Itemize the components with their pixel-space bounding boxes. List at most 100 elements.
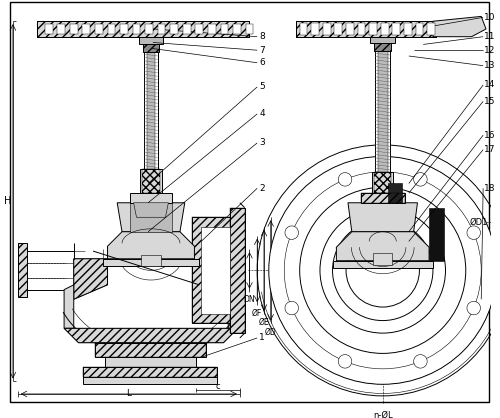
Polygon shape	[64, 285, 74, 328]
Text: 15: 15	[484, 97, 496, 106]
Polygon shape	[117, 203, 185, 232]
Circle shape	[467, 301, 480, 315]
Bar	[170, 24, 178, 34]
Bar	[360, 193, 405, 203]
Bar	[388, 184, 402, 203]
Bar	[346, 23, 354, 35]
Text: 7: 7	[259, 46, 265, 55]
Text: 2: 2	[259, 184, 265, 193]
Bar	[334, 23, 342, 35]
Circle shape	[414, 354, 427, 368]
Polygon shape	[429, 261, 464, 301]
Bar	[233, 24, 241, 34]
Text: ØF: ØF	[252, 309, 262, 318]
Polygon shape	[64, 328, 238, 343]
Bar	[358, 23, 366, 35]
Bar	[95, 343, 206, 357]
Bar	[95, 24, 102, 34]
Bar	[183, 24, 190, 34]
Text: ØE: ØE	[258, 318, 270, 327]
Bar	[374, 172, 392, 193]
Circle shape	[414, 173, 427, 186]
Bar	[332, 261, 433, 268]
Bar	[196, 24, 203, 34]
Bar	[416, 23, 424, 35]
Bar	[158, 24, 166, 34]
Bar	[144, 52, 158, 202]
Bar	[372, 172, 394, 193]
Bar	[142, 169, 160, 193]
Circle shape	[285, 226, 298, 240]
Bar	[208, 24, 216, 34]
Bar	[246, 24, 254, 34]
Bar	[120, 24, 128, 34]
Bar	[145, 24, 153, 34]
Polygon shape	[336, 232, 429, 261]
Text: 14: 14	[484, 81, 496, 89]
Polygon shape	[108, 232, 194, 259]
Text: 1: 1	[259, 334, 265, 342]
Bar	[201, 227, 230, 314]
Circle shape	[332, 220, 433, 321]
Bar	[392, 23, 400, 35]
Bar	[104, 357, 196, 367]
Bar	[102, 259, 200, 267]
Bar	[192, 217, 240, 324]
Circle shape	[300, 187, 466, 353]
Bar	[144, 44, 158, 52]
Bar	[230, 208, 244, 333]
Bar	[300, 23, 308, 35]
Bar	[58, 24, 65, 34]
Bar	[108, 24, 116, 34]
Text: 17: 17	[484, 145, 496, 154]
Text: L: L	[126, 390, 132, 398]
Circle shape	[269, 156, 496, 384]
Text: 16: 16	[484, 131, 496, 140]
Circle shape	[338, 354, 352, 368]
Text: 11: 11	[484, 32, 496, 41]
Bar	[130, 203, 172, 232]
Text: 6: 6	[259, 58, 265, 67]
Text: ØD: ØD	[265, 327, 276, 336]
Text: 18: 18	[484, 184, 496, 193]
Bar	[374, 43, 392, 51]
Bar	[369, 23, 377, 35]
Bar	[147, 52, 155, 212]
Bar	[312, 23, 319, 35]
Circle shape	[346, 234, 420, 307]
Text: 12: 12	[484, 46, 496, 55]
Bar	[37, 21, 250, 37]
Bar	[427, 23, 435, 35]
Bar	[82, 24, 90, 34]
Text: 8: 8	[259, 32, 265, 41]
Text: H: H	[4, 196, 11, 206]
Bar	[70, 24, 78, 34]
Circle shape	[320, 208, 446, 333]
Text: ØD1: ØD1	[470, 218, 488, 227]
Text: c: c	[216, 382, 220, 391]
Bar	[130, 193, 172, 203]
Bar	[84, 367, 216, 377]
Text: n-ØL: n-ØL	[373, 410, 392, 418]
Bar	[18, 243, 28, 297]
Polygon shape	[373, 253, 392, 265]
Polygon shape	[74, 259, 108, 299]
Text: 4: 4	[259, 110, 265, 118]
Bar	[84, 367, 216, 377]
Bar	[45, 24, 52, 34]
Circle shape	[285, 301, 298, 315]
Bar	[140, 37, 162, 44]
Bar	[375, 51, 390, 201]
Text: 10: 10	[484, 13, 496, 22]
Bar	[429, 208, 444, 261]
Polygon shape	[348, 203, 418, 232]
Text: 13: 13	[484, 61, 496, 70]
Bar	[360, 193, 405, 203]
Polygon shape	[433, 16, 486, 37]
Polygon shape	[134, 203, 168, 217]
Bar	[192, 217, 240, 324]
Bar	[378, 51, 388, 206]
Bar	[296, 21, 436, 37]
Circle shape	[338, 173, 352, 186]
Polygon shape	[302, 261, 336, 301]
